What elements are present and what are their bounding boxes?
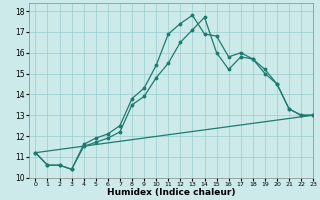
X-axis label: Humidex (Indice chaleur): Humidex (Indice chaleur): [107, 188, 236, 197]
